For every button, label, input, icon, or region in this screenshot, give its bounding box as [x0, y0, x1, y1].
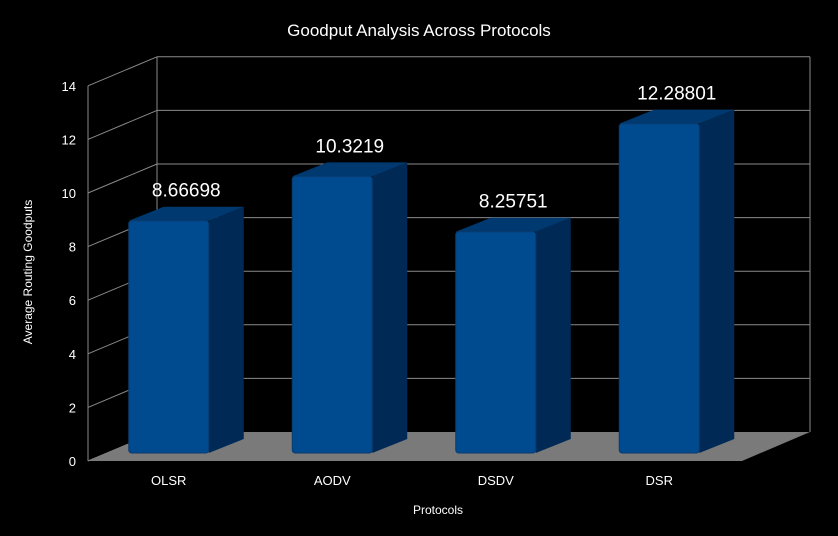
- data-label: 8.25751: [479, 192, 548, 213]
- y-tick-label: 12: [62, 132, 76, 147]
- x-tick-label: AODV: [314, 473, 351, 488]
- x-axis-title: Protocols: [413, 503, 463, 517]
- y-tick-label: 14: [62, 79, 76, 94]
- data-label: 12.28801: [637, 84, 716, 105]
- y-axis-ticks: 0 2 4 6 8 10 12 14: [62, 79, 76, 469]
- x-tick-label: DSDV: [478, 473, 514, 488]
- x-tick-label: OLSR: [151, 473, 186, 488]
- y-tick-label: 6: [69, 293, 76, 308]
- bar-side-face: [535, 217, 571, 453]
- x-tick-label: DSR: [646, 473, 673, 488]
- bar-top-face: [455, 217, 571, 232]
- bar-side-face: [208, 206, 244, 453]
- bar-aodv: [291, 162, 408, 454]
- y-tick-label: 2: [69, 400, 76, 415]
- chart-title: Goodput Analysis Across Protocols: [287, 21, 551, 40]
- bar-front-face: [291, 175, 373, 454]
- y-axis-title: Average Routing Goodputs: [21, 200, 35, 345]
- bar-side-face: [699, 109, 735, 453]
- bar-side-face: [372, 162, 408, 453]
- gridline-side: [87, 109, 158, 140]
- bar-front-face: [618, 123, 700, 454]
- y-tick-label: 8: [69, 240, 76, 255]
- bar-dsr: [618, 109, 735, 454]
- bar-front-face: [455, 231, 537, 454]
- bar-dsdv: [455, 217, 571, 454]
- y-tick-label: 10: [62, 186, 76, 201]
- bar-olsr: [128, 206, 244, 454]
- bars: [128, 109, 735, 454]
- gridline-side: [87, 163, 158, 194]
- data-label: 8.66698: [152, 181, 221, 202]
- bar-top-face: [128, 206, 244, 221]
- y-tick-label: 0: [69, 454, 76, 469]
- data-label: 10.3219: [315, 136, 384, 157]
- bar-top-face: [619, 109, 735, 124]
- bar-top-face: [292, 162, 408, 177]
- x-axis-categories: OLSR AODV DSDV DSR: [151, 473, 673, 488]
- gridline-side: [87, 56, 158, 87]
- data-labels: 8.66698 10.3219 8.25751 12.28801: [152, 84, 716, 213]
- y-tick-label: 4: [69, 347, 76, 362]
- bar-front-face: [128, 220, 210, 454]
